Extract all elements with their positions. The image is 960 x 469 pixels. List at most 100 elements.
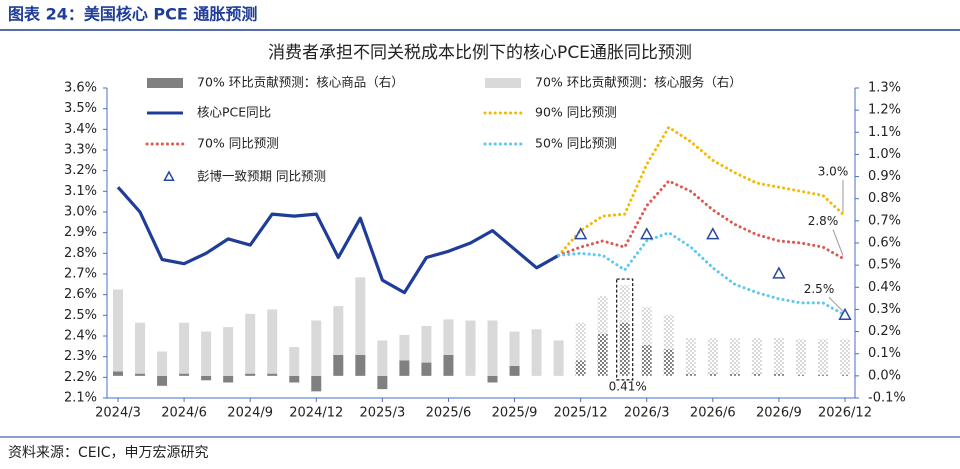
triangle-marker bbox=[573, 227, 588, 240]
bar bbox=[773, 338, 784, 374]
bar bbox=[223, 375, 234, 383]
bar bbox=[443, 319, 454, 355]
x-tick-label: 2024/9 bbox=[227, 406, 273, 421]
y2-tick-label: 0.6% bbox=[868, 236, 901, 251]
y-tick-label: 3.3% bbox=[64, 143, 97, 158]
y-tick-label: 3.4% bbox=[64, 122, 97, 137]
bar bbox=[157, 375, 168, 386]
x-tick-label: 2025/9 bbox=[492, 406, 538, 421]
chart-title: 消费者承担不同关税成本比例下的核心PCE通胀同比预测 bbox=[268, 43, 692, 63]
y-tick-label: 2.1% bbox=[64, 391, 97, 406]
bar bbox=[685, 338, 696, 374]
annotation-box bbox=[616, 278, 634, 381]
footer-source: 资料来源：CEIC，申万宏源研究 bbox=[8, 445, 209, 461]
bar bbox=[267, 373, 278, 376]
bar bbox=[113, 371, 123, 376]
x-tick-label: 2025/12 bbox=[554, 406, 608, 421]
bar bbox=[663, 349, 674, 376]
bar bbox=[223, 327, 234, 376]
bar bbox=[575, 322, 586, 361]
y2-tick-label: 0.0% bbox=[868, 368, 901, 383]
bar bbox=[355, 354, 366, 376]
legend-label: 彭博一致预期 同比预测 bbox=[197, 169, 326, 184]
x-tick-label: 2024/3 bbox=[95, 406, 141, 421]
line-series bbox=[557, 179, 847, 261]
bar bbox=[465, 320, 476, 376]
bar bbox=[421, 362, 432, 376]
bar bbox=[773, 373, 784, 376]
bar bbox=[839, 339, 850, 375]
bar bbox=[377, 340, 388, 376]
bar bbox=[355, 277, 366, 355]
y-tick-label: 3.2% bbox=[64, 163, 97, 178]
y2-tick-label: 0.5% bbox=[868, 258, 901, 273]
bar bbox=[531, 329, 542, 376]
bar bbox=[245, 313, 256, 374]
bar bbox=[135, 373, 146, 376]
bar bbox=[399, 360, 410, 376]
bar bbox=[685, 373, 696, 376]
x-tick-label: 2024/12 bbox=[289, 406, 343, 421]
y-tick-label: 3.0% bbox=[64, 205, 97, 220]
bar bbox=[267, 309, 278, 374]
y-tick-label: 3.5% bbox=[64, 101, 97, 116]
triangle-marker bbox=[640, 227, 654, 240]
bar bbox=[333, 354, 344, 376]
legend-label: 70% 同比预测 bbox=[197, 136, 279, 151]
bar bbox=[553, 340, 564, 376]
bar bbox=[575, 360, 586, 376]
bar bbox=[795, 374, 806, 376]
y2-tick-label: 0.2% bbox=[868, 324, 901, 339]
bar bbox=[619, 285, 630, 323]
bar bbox=[487, 375, 498, 383]
bar bbox=[729, 338, 740, 374]
legend-swatch bbox=[485, 78, 521, 88]
line-series bbox=[557, 125, 847, 257]
triangle-marker bbox=[706, 227, 720, 240]
legend-label: 50% 同比预测 bbox=[535, 136, 617, 151]
bar bbox=[201, 331, 212, 376]
y2-tick-label: 0.3% bbox=[868, 302, 901, 317]
bar bbox=[421, 326, 432, 363]
legend-label: 90% 同比预测 bbox=[535, 105, 617, 120]
annotation-label: 0.41% bbox=[609, 379, 647, 393]
bar bbox=[245, 373, 256, 376]
bar bbox=[135, 322, 146, 374]
x-tick-label: 2025/6 bbox=[426, 406, 472, 421]
bar bbox=[179, 373, 190, 376]
y2-tick-label: 1.3% bbox=[868, 81, 901, 96]
legend-label: 核心PCE同比 bbox=[197, 105, 271, 120]
y-tick-label: 2.9% bbox=[64, 225, 97, 240]
bar bbox=[597, 333, 608, 376]
value-label: 2.8% bbox=[808, 214, 839, 228]
y-tick-label: 2.3% bbox=[64, 349, 97, 364]
header-title: 图表 24：美国核心 PCE 通胀预测 bbox=[8, 5, 257, 24]
bar bbox=[399, 334, 410, 361]
y-tick-label: 2.7% bbox=[64, 267, 97, 282]
bar bbox=[113, 289, 123, 372]
y2-tick-label: 0.1% bbox=[868, 346, 901, 361]
bar bbox=[509, 365, 520, 376]
bar bbox=[311, 320, 322, 376]
y2-tick-label: 1.0% bbox=[868, 147, 901, 162]
bar bbox=[817, 374, 828, 376]
y-tick-label: 2.2% bbox=[64, 370, 97, 385]
value-label: 3.0% bbox=[818, 165, 849, 179]
triangle-marker bbox=[838, 307, 852, 320]
legend-swatch bbox=[147, 78, 183, 88]
line-series bbox=[116, 186, 560, 295]
bar bbox=[751, 373, 762, 376]
x-tick-label: 2026/9 bbox=[756, 406, 802, 421]
bar bbox=[487, 320, 498, 376]
y-tick-label: 2.5% bbox=[64, 308, 97, 323]
bar bbox=[179, 322, 190, 374]
bar bbox=[377, 375, 388, 390]
value-label: 2.5% bbox=[804, 282, 835, 296]
y-tick-label: 3.6% bbox=[64, 81, 97, 96]
line-series bbox=[557, 231, 847, 317]
bar bbox=[839, 374, 850, 376]
bar bbox=[333, 306, 344, 355]
bar bbox=[619, 322, 630, 376]
bar bbox=[729, 373, 740, 376]
bar bbox=[443, 354, 454, 376]
